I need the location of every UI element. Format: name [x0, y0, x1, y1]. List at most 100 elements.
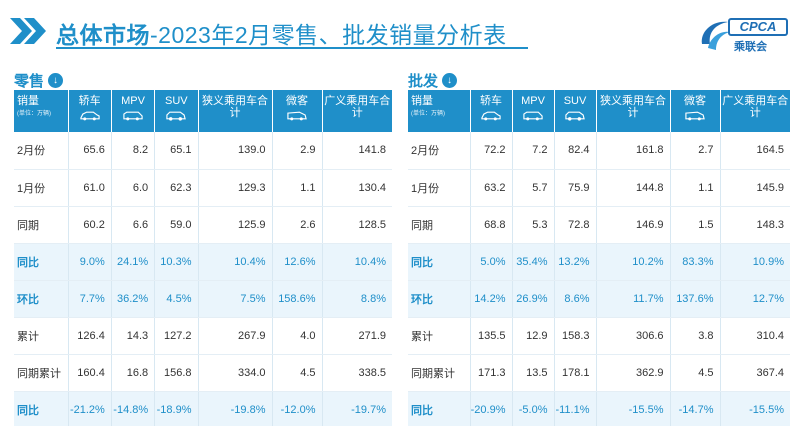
table-cell: 8.6%: [554, 280, 597, 318]
table-cell: 4.5: [670, 354, 721, 392]
table-cell: 362.9: [596, 354, 671, 392]
table-cell: 5.0%: [470, 243, 513, 281]
table-row: 同比 -20.9% -5.0% -11.1% -15.5% -14.7% -15.5%: [408, 391, 790, 426]
table-cell: 126.4: [68, 317, 112, 355]
column-header-label: 微客: [286, 95, 308, 107]
table-cell: 26.9%: [512, 280, 555, 318]
row-label: 同比: [408, 243, 471, 281]
table-cell: 2.7: [670, 132, 721, 170]
corner-label: 销量: [17, 95, 39, 107]
table-cell: 10.9%: [720, 243, 790, 281]
row-label: 2月份: [408, 132, 471, 170]
row-label: 同期累计: [408, 354, 471, 392]
table-cell: -15.5%: [596, 391, 671, 426]
table-row: 2月份 72.2 7.2 82.4 161.8 2.7 164.5: [408, 132, 790, 170]
table-cell: 158.6%: [272, 280, 323, 318]
table-row: 同期 68.8 5.3 72.8 146.9 1.5 148.3: [408, 206, 790, 244]
table-row: 同比 5.0% 35.4% 13.2% 10.2% 83.3% 10.9%: [408, 243, 790, 281]
column-header-label: 狭义乘用车合计: [202, 95, 268, 119]
table-cell: 8.8%: [322, 280, 392, 318]
table-header-row: 销量 (单位：万辆) 轿车 MPV SUV 狭义乘用车合计 微客 广义乘用车合计: [408, 90, 790, 132]
title-underline: [56, 47, 528, 49]
minivan-icon: [287, 111, 307, 121]
double-chevron-right-icon: [10, 18, 46, 44]
table-cell: 65.6: [68, 132, 112, 170]
table-cell: 128.5: [322, 206, 392, 244]
column-header-label: 广义乘用车合计: [324, 95, 391, 119]
table-cell: 7.2: [512, 132, 555, 170]
swirl-logo-icon: [701, 21, 730, 50]
table-cell: 310.4: [720, 317, 790, 355]
table-cell: -11.1%: [554, 391, 597, 426]
column-header: SUV: [554, 90, 597, 132]
table-cell: 148.3: [720, 206, 790, 244]
table-cell: 164.5: [720, 132, 790, 170]
table-cell: 65.1: [154, 132, 199, 170]
row-label: 2月份: [14, 132, 69, 170]
row-label: 同比: [14, 391, 69, 426]
column-header-label: SUV: [165, 95, 188, 107]
table-cell: 127.2: [154, 317, 199, 355]
column-header: MPV: [111, 90, 156, 132]
table-cell: 267.9: [198, 317, 273, 355]
column-header-label: 轿车: [78, 95, 101, 107]
table-cell: 82.4: [554, 132, 597, 170]
mpv-icon: [523, 111, 543, 121]
column-header: 狭义乘用车合计: [596, 90, 671, 132]
sedan-icon: [79, 111, 100, 121]
table-cell: -14.7%: [670, 391, 721, 426]
table-cell: 4.0: [272, 317, 323, 355]
table-cell: -5.0%: [512, 391, 555, 426]
retail-label-text: 零售: [14, 73, 45, 90]
table-cell: 338.5: [322, 354, 392, 392]
retail-table: 销量 (单位：万辆) 轿车 MPV SUV 狭义乘用车合计 微客 广义乘用车合计 2月份 65.…: [14, 90, 392, 426]
table-cell: 60.2: [68, 206, 112, 244]
table-cell: 160.4: [68, 354, 112, 392]
table-cell: 139.0: [198, 132, 273, 170]
table-cell: 75.9: [554, 169, 597, 207]
table-cell: 145.9: [720, 169, 790, 207]
table-cell: 334.0: [198, 354, 273, 392]
table-cell: -12.0%: [272, 391, 323, 426]
unit-label: (单位：万辆): [411, 111, 445, 117]
column-header-label: 轿车: [480, 95, 502, 107]
table-cell: 4.5%: [154, 280, 199, 318]
table-cell: 146.9: [596, 206, 671, 244]
mpv-icon: [123, 111, 143, 121]
table-cell: 6.6: [111, 206, 156, 244]
arrow-down-circle-icon: ↓: [442, 73, 458, 88]
table-cell: 1.5: [670, 206, 721, 244]
suv-icon: [565, 111, 585, 121]
table-cell: 8.2: [111, 132, 156, 170]
table-cell: 72.8: [554, 206, 597, 244]
table-row: 同期累计 160.4 16.8 156.8 334.0 4.5 338.5: [14, 354, 392, 392]
column-header: 广义乘用车合计: [720, 90, 790, 132]
row-label: 1月份: [408, 169, 471, 207]
table-cell: -20.9%: [470, 391, 513, 426]
table-cell: 129.3: [198, 169, 273, 207]
table-cell: 367.4: [720, 354, 790, 392]
table-cell: 9.0%: [68, 243, 112, 281]
table-cell: 4.5: [272, 354, 323, 392]
table-cell: -21.2%: [68, 391, 112, 426]
table-cell: 141.8: [322, 132, 392, 170]
table-cell: 5.7: [512, 169, 555, 207]
column-header-label: MPV: [521, 95, 545, 107]
title-bold: 总体市场: [56, 22, 150, 48]
cpca-logo: CPCA 乘联会: [698, 14, 794, 54]
table-cell: 156.8: [154, 354, 199, 392]
row-label: 1月份: [14, 169, 69, 207]
logo-text: CPCA: [728, 18, 788, 36]
table-cell: 61.0: [68, 169, 112, 207]
logo-subtext: 乘联会: [734, 41, 767, 53]
table-row: 环比 7.7% 36.2% 4.5% 7.5% 158.6% 8.8%: [14, 280, 392, 318]
table-cell: 144.8: [596, 169, 671, 207]
suv-icon: [166, 111, 187, 121]
table-row: 1月份 61.0 6.0 62.3 129.3 1.1 130.4: [14, 169, 392, 207]
column-header-label: 狭义乘用车合计: [600, 95, 666, 119]
table-cell: 10.3%: [154, 243, 199, 281]
table-cell: -14.8%: [111, 391, 156, 426]
table-cell: 137.6%: [670, 280, 721, 318]
table-cell: 171.3: [470, 354, 513, 392]
column-header: 轿车: [68, 90, 112, 132]
